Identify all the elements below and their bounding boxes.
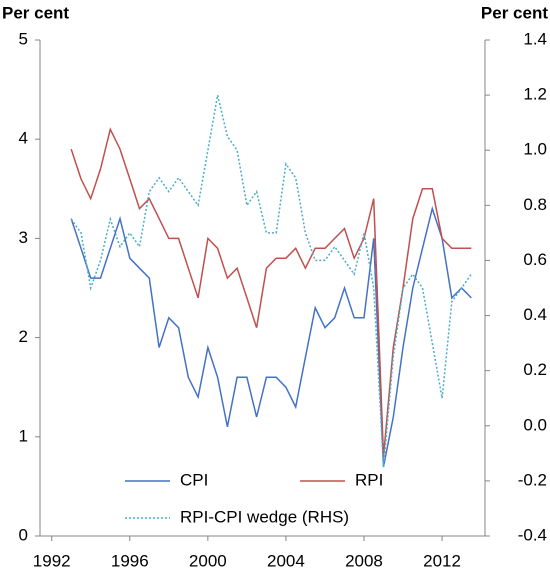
- x-tick-label: 1996: [111, 551, 149, 570]
- line-series: [70, 205, 472, 467]
- y2-tick-label: -0.2: [518, 470, 547, 489]
- y2-tick-label: 1.4: [523, 29, 547, 48]
- legend-label: CPI: [180, 470, 208, 489]
- y-tick-label: 4: [19, 129, 28, 148]
- y2-tick-label: 0.2: [523, 360, 547, 379]
- y-tick-label: 0: [19, 525, 28, 544]
- y-tick-label: 3: [19, 228, 28, 247]
- x-tick-label: 2012: [423, 551, 461, 570]
- y-tick-label: 5: [19, 29, 28, 48]
- y-tick-label: 2: [19, 327, 28, 346]
- y-axis-label: Per cent: [2, 3, 69, 22]
- y2-tick-label: 0.4: [523, 305, 547, 324]
- x-tick-label: 1992: [33, 551, 71, 570]
- x-tick-label: 2008: [345, 551, 383, 570]
- y2-tick-label: 1.0: [523, 140, 547, 159]
- y-tick-label: 1: [19, 426, 28, 445]
- line-series: [70, 94, 472, 468]
- y2-tick-label: 0.0: [523, 415, 547, 434]
- line-series: [70, 127, 472, 457]
- x-tick-label: 2000: [189, 551, 227, 570]
- x-tick-label: 2004: [267, 551, 305, 570]
- y2-axis-label: Per cent: [481, 3, 548, 22]
- legend-label: RPI: [355, 470, 383, 489]
- y2-tick-label: -0.4: [518, 525, 547, 544]
- y2-tick-label: 0.8: [523, 195, 547, 214]
- legend-label: RPI-CPI wedge (RHS): [180, 507, 349, 526]
- y2-tick-label: 0.6: [523, 250, 547, 269]
- y2-tick-label: 1.2: [523, 85, 547, 104]
